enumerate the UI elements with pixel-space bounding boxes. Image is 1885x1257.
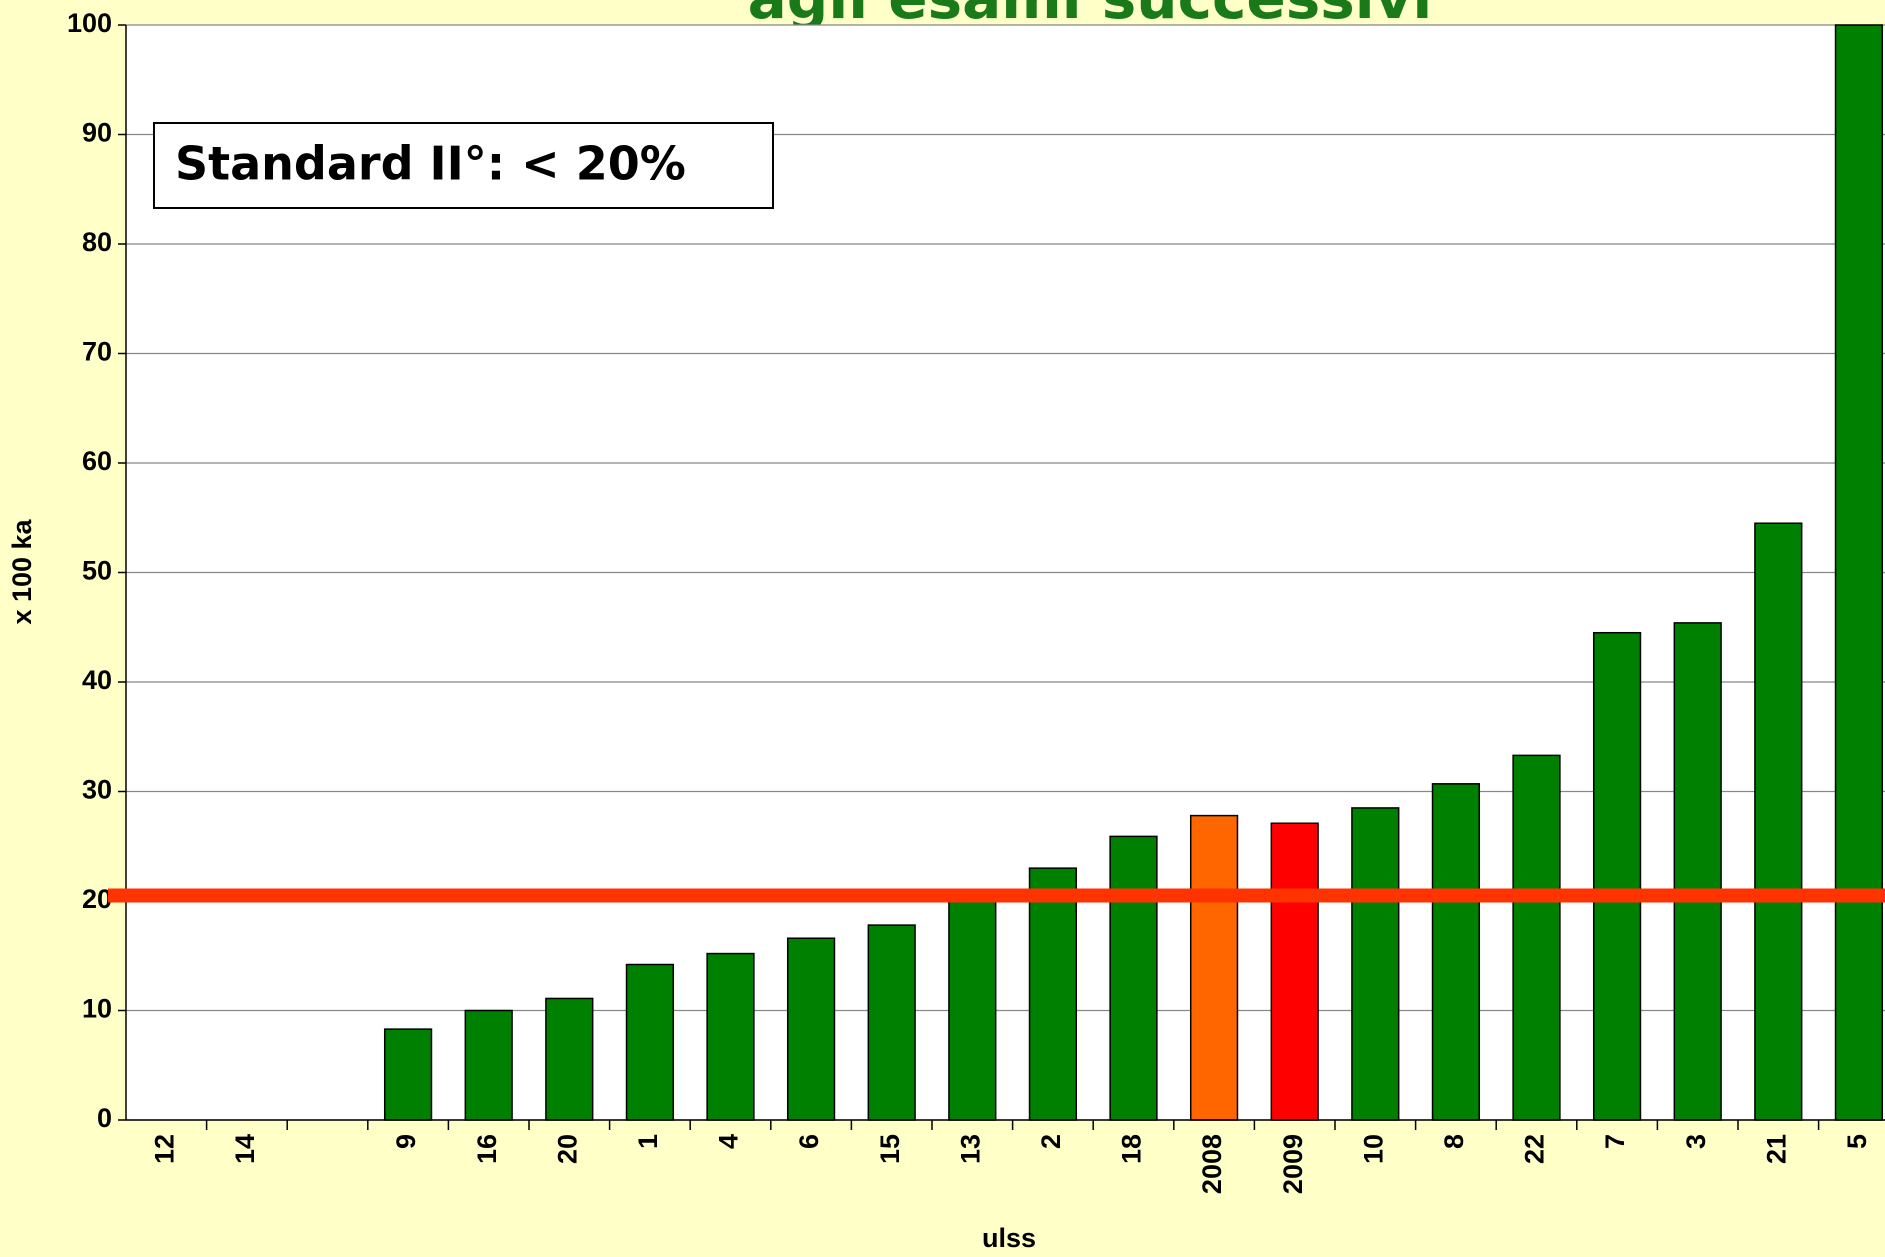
- bar: [1351, 807, 1400, 1121]
- x-tick-label: 20: [552, 1134, 582, 1164]
- bar: [1431, 783, 1481, 1121]
- bar: [948, 894, 997, 1121]
- x-tick-label: 3: [1681, 1134, 1711, 1149]
- y-tick-label: 70: [82, 337, 112, 367]
- y-tick-label: 90: [82, 118, 112, 148]
- x-tick-label: 14: [230, 1134, 260, 1164]
- x-tick-label: 13: [955, 1134, 985, 1164]
- annotation-box: [153, 122, 774, 209]
- x-tick-label: 8: [1439, 1134, 1469, 1149]
- x-tick-label: 10: [1358, 1134, 1388, 1164]
- bar: [1834, 24, 1884, 1121]
- x-tick-label: 6: [794, 1134, 824, 1149]
- bar: [1512, 754, 1561, 1121]
- x-tick-label: 22: [1520, 1134, 1550, 1164]
- x-tick-label: 16: [472, 1134, 502, 1164]
- bar: [786, 937, 836, 1121]
- y-tick-label: 30: [82, 775, 112, 805]
- y-tick-label: 0: [97, 1103, 112, 1133]
- x-tick-label: 4: [714, 1134, 744, 1149]
- bar: [383, 1028, 433, 1121]
- x-tick-label: 2: [1036, 1134, 1066, 1149]
- bar: [1270, 822, 1319, 1121]
- bar: [706, 952, 755, 1121]
- x-tick-label: 18: [1117, 1134, 1147, 1164]
- bar: [1028, 867, 1078, 1121]
- bar: [1109, 835, 1158, 1121]
- y-tick-label: 100: [67, 8, 112, 38]
- x-tick-label: 9: [391, 1134, 421, 1149]
- bar: [464, 1009, 513, 1121]
- bar: [625, 963, 675, 1121]
- bar: [1673, 622, 1722, 1121]
- x-tick-label: 7: [1600, 1134, 1630, 1149]
- annotation: Standard II°: < 20%: [175, 137, 686, 191]
- bar: [1592, 631, 1642, 1121]
- x-tick-label: 5: [1842, 1134, 1872, 1149]
- bar: [545, 997, 594, 1121]
- bar: [1754, 522, 1803, 1121]
- y-tick-label: 10: [82, 994, 112, 1024]
- x-axis-title: ulss: [982, 1223, 1036, 1253]
- bar: [867, 924, 916, 1121]
- x-tick-label: 1: [633, 1134, 663, 1149]
- x-tick-label: 2008: [1197, 1134, 1227, 1194]
- x-tick-label: 15: [875, 1134, 905, 1164]
- bar: [1189, 814, 1239, 1121]
- x-tick-label: 12: [149, 1134, 179, 1164]
- y-tick-label: 60: [82, 446, 112, 476]
- x-tick-label: 2009: [1278, 1134, 1308, 1194]
- y-tick-label: 80: [82, 227, 112, 257]
- y-tick-label: 50: [82, 556, 112, 586]
- y-axis-title: x 100 ka: [7, 518, 37, 624]
- x-tick-label: 21: [1761, 1134, 1791, 1164]
- y-tick-label: 20: [82, 884, 112, 914]
- y-tick-label: 40: [82, 665, 112, 695]
